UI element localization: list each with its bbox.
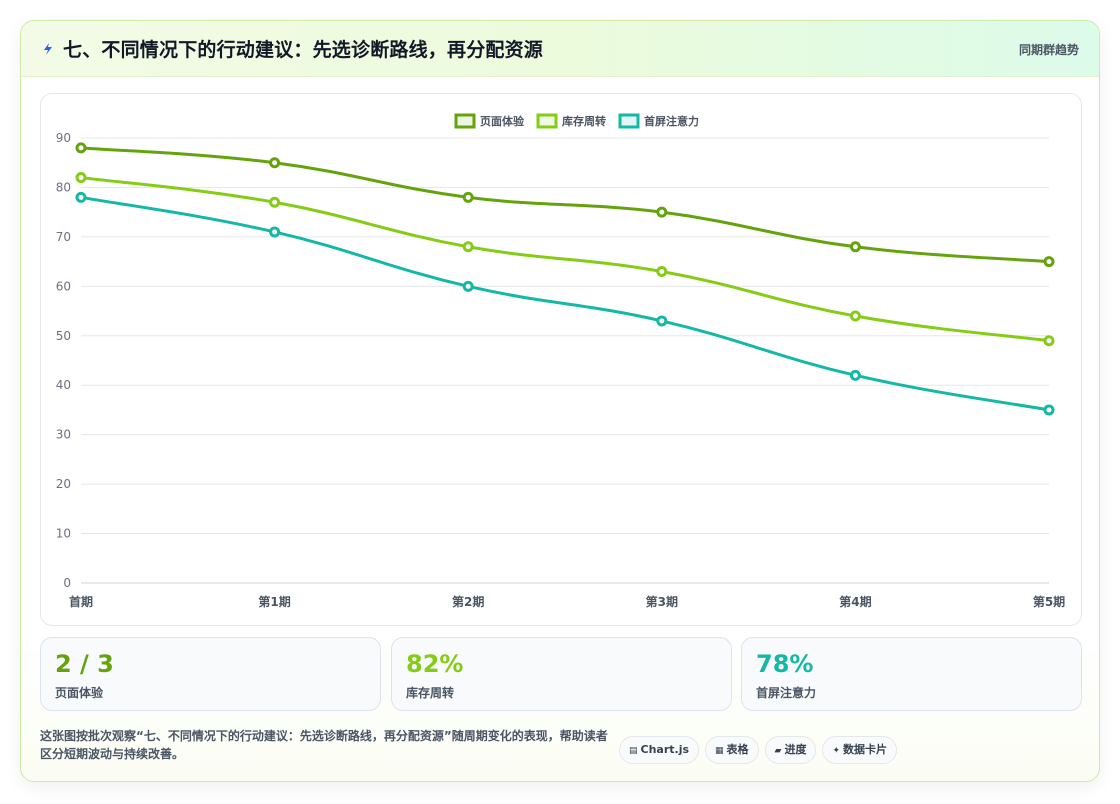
y-tick-label: 60: [56, 279, 71, 293]
x-tick-label: 首期: [69, 594, 93, 609]
data-point: [269, 196, 281, 208]
series-line: [80, 176, 1050, 343]
page-title: 七、不同情况下的行动建议：先选诊断路线，再分配资源: [63, 39, 544, 61]
table-icon: ▦: [715, 746, 724, 756]
x-tick-label: 第5期: [1033, 594, 1065, 609]
data-point: [849, 369, 861, 381]
x-tick-label: 第3期: [646, 594, 678, 609]
y-tick-label: 0: [63, 576, 71, 590]
stat-card-inventory-turnover: 82% 库存周转: [391, 637, 732, 711]
y-tick-label: 10: [56, 527, 71, 541]
stat-value: 82%: [406, 650, 464, 678]
legend-swatch: [536, 113, 558, 129]
series-line: [80, 146, 1050, 264]
data-point: [75, 191, 87, 203]
sparkle-icon: ✦: [832, 746, 841, 756]
chart-icon: ▤: [629, 746, 638, 756]
data-point: [75, 172, 87, 184]
header-subtitle: 同期群趋势: [1018, 43, 1079, 57]
tag-label: Chart.js: [640, 743, 690, 756]
tag-progress[interactable]: ▰ 进度: [764, 736, 817, 764]
report-card: 七、不同情况下的行动建议：先选诊断路线，再分配资源 同期群趋势 0 10 20 30 4…: [20, 20, 1100, 782]
data-point: [462, 191, 474, 203]
legend-label: 页面体验: [480, 114, 525, 128]
data-point: [1043, 335, 1055, 347]
tag-table[interactable]: ▦ 表格: [705, 736, 759, 764]
stat-value: 78%: [756, 650, 814, 678]
legend-swatch: [618, 113, 640, 129]
data-point: [1043, 256, 1055, 268]
tag-chartjs[interactable]: ▤ Chart.js: [619, 736, 700, 764]
stat-label: 首屏注意力: [756, 686, 817, 700]
legend-swatch: [454, 113, 476, 129]
stat-label: 页面体验: [55, 686, 104, 700]
legend-label: 首屏注意力: [644, 114, 699, 128]
data-point: [656, 266, 668, 277]
y-tick-label: 20: [56, 477, 71, 491]
y-tick-label: 90: [56, 131, 71, 145]
line-chart: 0 10 20 30 40 50 60 70 80 90 首期 第1期 第2期 第3期 第4期 第5期 页面体验…: [56, 113, 1065, 609]
tag-label: 进度: [784, 743, 807, 756]
y-tick-label: 80: [56, 180, 71, 194]
data-point: [656, 315, 668, 327]
stat-card-page-experience: 2 / 3 页面体验: [40, 637, 381, 711]
tag-list: ▤ Chart.js ▦ 表格 ▰ 进度 ✦ 数据卡片: [619, 736, 903, 764]
tag-label: 表格: [726, 743, 749, 756]
data-point: [656, 206, 668, 218]
tag-data-card[interactable]: ✦ 数据卡片: [822, 736, 898, 764]
y-tick-label: 40: [56, 378, 71, 392]
chart-description: 这张图按批次观察“七、不同情况下的行动建议：先选诊断路线，再分配资源”随周期变化…: [40, 729, 608, 761]
x-tick-label: 第1期: [258, 594, 290, 609]
y-tick-label: 30: [56, 428, 71, 442]
data-point: [269, 157, 281, 169]
card-header: 七、不同情况下的行动建议：先选诊断路线，再分配资源 同期群趋势: [21, 21, 1099, 77]
data-point: [269, 226, 281, 238]
lightning-icon: [44, 43, 52, 55]
data-point: [75, 142, 87, 154]
y-tick-label: 50: [56, 329, 71, 343]
y-tick-label: 70: [56, 230, 71, 244]
x-tick-label: 第2期: [452, 594, 484, 609]
stat-card-first-screen-attention: 78% 首屏注意力: [741, 637, 1082, 711]
legend-label: 库存周转: [562, 114, 606, 128]
data-point: [849, 310, 861, 322]
tag-label: 数据卡片: [843, 743, 888, 756]
data-point: [1043, 404, 1055, 416]
x-tick-label: 第4期: [839, 594, 871, 609]
progress-icon: ▰: [774, 746, 782, 756]
stat-label: 库存周转: [406, 686, 455, 700]
series-line: [80, 195, 1050, 412]
data-point: [462, 241, 474, 253]
data-point: [462, 280, 474, 292]
data-point: [849, 241, 861, 253]
chart-panel: 0 10 20 30 40 50 60 70 80 90 首期 第1期 第2期 第3期 第4期 第5期 页面体验…: [40, 93, 1082, 626]
stat-value: 2 / 3: [55, 650, 114, 678]
